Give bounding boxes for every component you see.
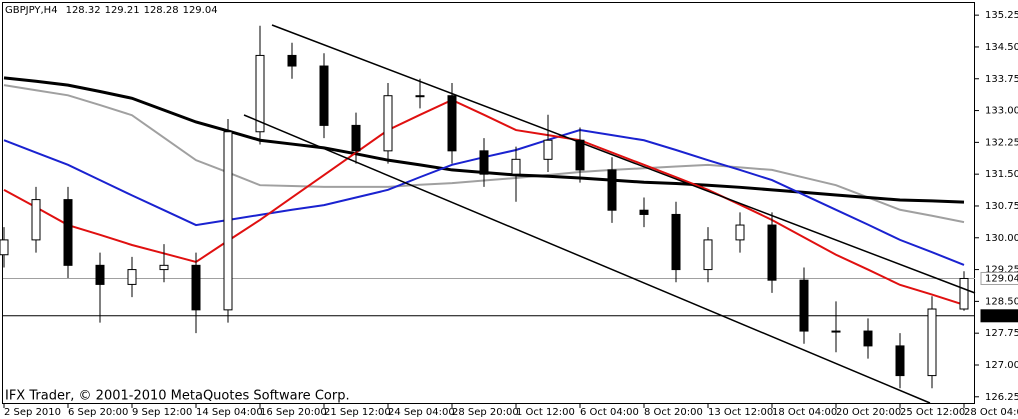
candle-body [543, 139, 553, 160]
x-tick-label: 6 Sep 20:00 [68, 407, 128, 418]
x-tick-label: 1 Oct 12:00 [516, 407, 575, 418]
y-tick-label: 132.25 [985, 137, 1018, 148]
candle-body [159, 264, 169, 271]
candle-body [671, 213, 681, 271]
x-tick-label: 13 Oct 12:00 [708, 407, 773, 418]
x-tick-label: 21 Sep 12:00 [324, 407, 391, 418]
y-tick-label: 130.00 [985, 233, 1018, 244]
x-tick-label: 18 Oct 04:00 [772, 407, 837, 418]
candle-body [575, 139, 585, 171]
y-tick-label: 126.25 [985, 392, 1018, 403]
candle-body [223, 131, 233, 311]
candle-body [191, 264, 201, 311]
x-tick-label: 25 Oct 12:00 [900, 407, 965, 418]
x-tick-label: 9 Sep 12:00 [132, 407, 192, 418]
y-tick-label: 127.00 [985, 360, 1018, 371]
x-tick-label: 28 Sep 20:00 [452, 407, 519, 418]
y-tick-label: 133.75 [985, 74, 1018, 85]
candle-body [735, 224, 745, 241]
watermark: IFX Trader, © 2001-2010 MetaQuotes Softw… [5, 389, 350, 404]
x-tick-label: 20 Oct 20:00 [836, 407, 901, 418]
candle-body [703, 239, 713, 271]
y-tick-label: 127.75 [985, 328, 1018, 339]
x-tick-label: 2 Sep 2010 [4, 407, 61, 418]
header-low: 128.28 [144, 5, 179, 16]
plot-frame [2, 2, 975, 404]
y-tick-label: 130.75 [985, 201, 1018, 212]
header-high: 129.21 [105, 5, 140, 16]
y-tick-label: 135.25 [985, 10, 1018, 21]
candle-body [63, 199, 73, 266]
candle-body [639, 209, 649, 215]
price-label: 129.04 [985, 273, 1018, 284]
x-tick-label: 6 Oct 04:00 [580, 407, 639, 418]
candle-body [447, 95, 457, 152]
candle-body [767, 224, 777, 281]
x-tick-label: 28 Oct 04:00 [964, 407, 1018, 418]
candle-body [127, 269, 137, 285]
symbol-title: GBPJPY,H4 [5, 5, 58, 16]
price-label: 128.16 [985, 311, 1018, 322]
trend-line [243, 114, 931, 404]
y-tick-label: 133.00 [985, 106, 1018, 117]
candle-body [607, 169, 617, 211]
candle-body [0, 239, 9, 256]
candle-body [479, 150, 489, 175]
candle-body [351, 124, 361, 152]
candle-body [511, 158, 521, 175]
candle-body [799, 279, 809, 332]
candle-body [895, 345, 905, 377]
y-tick-label: 131.50 [985, 169, 1018, 180]
candle-body [927, 308, 937, 377]
y-tick-label: 129.25 [985, 265, 1018, 276]
candle-body [383, 95, 393, 152]
plot-area [0, 25, 975, 389]
y-tick-label: 128.50 [985, 296, 1018, 307]
candle-body [831, 330, 841, 333]
x-tick-label: 14 Sep 04:00 [196, 407, 263, 418]
candle-body [255, 54, 265, 133]
candle-body [863, 330, 873, 347]
candle-body [287, 54, 297, 67]
trend-line [271, 24, 976, 294]
candle-body [959, 277, 969, 310]
candle-body [319, 65, 329, 126]
header-open: 128.32 [66, 5, 101, 16]
candle-body [415, 95, 425, 98]
candle-body [95, 264, 105, 285]
candle-body [31, 199, 41, 241]
price-label-box [980, 309, 1018, 323]
y-tick-label: 134.50 [985, 42, 1018, 53]
x-tick-label: 24 Sep 04:00 [388, 407, 455, 418]
header-close: 129.04 [183, 5, 218, 16]
price-label-box [980, 271, 1018, 285]
chart-header: GBPJPY,H4 128.32 129.21 128.28 129.04 [5, 5, 218, 16]
x-tick-label: 16 Sep 20:00 [260, 407, 327, 418]
x-tick-label: 8 Oct 20:00 [644, 407, 703, 418]
